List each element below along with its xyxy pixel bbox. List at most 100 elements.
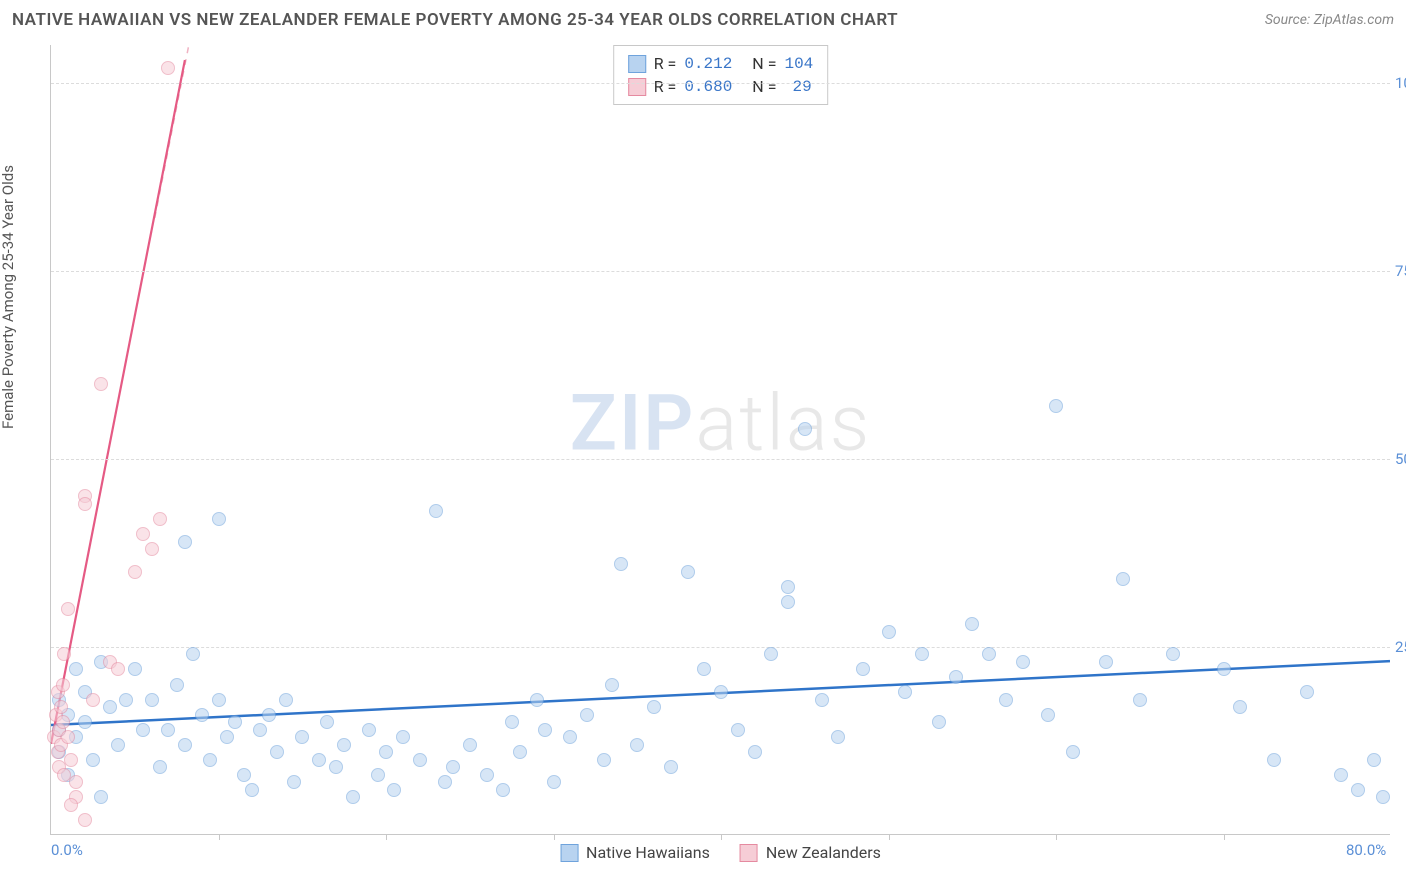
scatter-point <box>396 730 410 744</box>
scatter-point <box>61 730 75 744</box>
scatter-point <box>664 760 678 774</box>
scatter-point <box>1334 768 1348 782</box>
scatter-point <box>798 422 812 436</box>
r-label-0: R = <box>654 54 677 73</box>
legend-label-newzealander: New Zealanders <box>766 843 881 862</box>
scatter-point <box>949 670 963 684</box>
gridline <box>51 271 1390 272</box>
r-value-0: 0.212 <box>684 55 732 73</box>
scatter-point <box>337 738 351 752</box>
scatter-point <box>856 662 870 676</box>
scatter-point <box>547 775 561 789</box>
stats-row-hawaiian: R = 0.212 N = 104 <box>628 52 814 75</box>
scatter-point <box>982 647 996 661</box>
scatter-point <box>538 723 552 737</box>
scatter-point <box>103 700 117 714</box>
legend-item-hawaiian: Native Hawaiians <box>560 843 710 862</box>
scatter-point <box>1351 783 1365 797</box>
scatter-point <box>446 760 460 774</box>
scatter-point <box>56 715 70 729</box>
gridline <box>51 83 1390 84</box>
scatter-point <box>1267 753 1281 767</box>
scatter-point <box>379 745 393 759</box>
scatter-point <box>496 783 510 797</box>
scatter-point <box>161 61 175 75</box>
scatter-point <box>362 723 376 737</box>
series-legend: Native Hawaiians New Zealanders <box>560 843 881 862</box>
scatter-point <box>505 715 519 729</box>
source-value: ZipAtlas.com <box>1314 12 1394 28</box>
scatter-point <box>1041 708 1055 722</box>
scatter-point <box>128 662 142 676</box>
scatter-point <box>111 738 125 752</box>
scatter-point <box>128 565 142 579</box>
scatter-point <box>178 535 192 549</box>
correlation-stats-legend: R = 0.212 N = 104 R = 0.680 N = 29 <box>613 45 829 105</box>
chart-header: NATIVE HAWAIIAN VS NEW ZEALANDER FEMALE … <box>12 10 1394 30</box>
scatter-point <box>212 693 226 707</box>
scatter-point <box>463 738 477 752</box>
scatter-point <box>287 775 301 789</box>
chart-title: NATIVE HAWAIIAN VS NEW ZEALANDER FEMALE … <box>12 10 898 30</box>
scatter-point <box>387 783 401 797</box>
r-label-1: R = <box>654 77 677 96</box>
n-label-0: N = <box>752 54 776 73</box>
scatter-point <box>78 813 92 827</box>
scatter-point <box>580 708 594 722</box>
swatch-newzealander <box>628 78 646 96</box>
scatter-point <box>69 775 83 789</box>
n-value-0: 104 <box>784 55 813 73</box>
scatter-point <box>119 693 133 707</box>
scatter-point <box>965 617 979 631</box>
scatter-point <box>614 557 628 571</box>
scatter-point <box>831 730 845 744</box>
scatter-point <box>781 580 795 594</box>
scatter-point <box>170 678 184 692</box>
scatter-point <box>111 662 125 676</box>
y-tick-label: 50.0% <box>1395 450 1406 468</box>
scatter-point <box>346 790 360 804</box>
legend-swatch-newzealander <box>740 844 758 862</box>
scatter-point <box>429 504 443 518</box>
scatter-point <box>1233 700 1247 714</box>
scatter-point <box>714 685 728 699</box>
scatter-point <box>220 730 234 744</box>
scatter-point <box>647 700 661 714</box>
legend-swatch-hawaiian <box>560 844 578 862</box>
trend-lines-svg <box>51 45 1390 834</box>
stats-row-newzealander: R = 0.680 N = 29 <box>628 75 814 98</box>
x-tick <box>889 834 890 840</box>
scatter-point <box>1166 647 1180 661</box>
scatter-point <box>320 715 334 729</box>
x-tick <box>386 834 387 840</box>
scatter-point <box>630 738 644 752</box>
n-value-1: 29 <box>784 78 811 96</box>
scatter-point <box>86 693 100 707</box>
scatter-point <box>1049 399 1063 413</box>
scatter-point <box>245 783 259 797</box>
scatter-point <box>898 685 912 699</box>
scatter-point <box>153 760 167 774</box>
scatter-point <box>270 745 284 759</box>
chart-source: Source: ZipAtlas.com <box>1265 12 1394 28</box>
scatter-point <box>605 678 619 692</box>
legend-label-hawaiian: Native Hawaiians <box>586 843 710 862</box>
scatter-point <box>999 693 1013 707</box>
gridline <box>51 647 1390 648</box>
scatter-point <box>61 602 75 616</box>
scatter-point <box>731 723 745 737</box>
scatter-point <box>438 775 452 789</box>
x-tick-label: 0.0% <box>51 841 83 859</box>
watermark: ZIPatlas <box>570 378 871 469</box>
y-axis-label: Female Poverty Among 25-34 Year Olds <box>0 165 17 429</box>
scatter-point <box>329 760 343 774</box>
scatter-point <box>56 678 70 692</box>
scatter-point <box>1016 655 1030 669</box>
source-label: Source: <box>1265 12 1310 28</box>
scatter-point <box>94 790 108 804</box>
scatter-point <box>563 730 577 744</box>
scatter-point <box>228 715 242 729</box>
scatter-plot-area: ZIPatlas R = 0.212 N = 104 R = 0.680 N =… <box>50 45 1390 835</box>
scatter-point <box>153 512 167 526</box>
scatter-point <box>212 512 226 526</box>
